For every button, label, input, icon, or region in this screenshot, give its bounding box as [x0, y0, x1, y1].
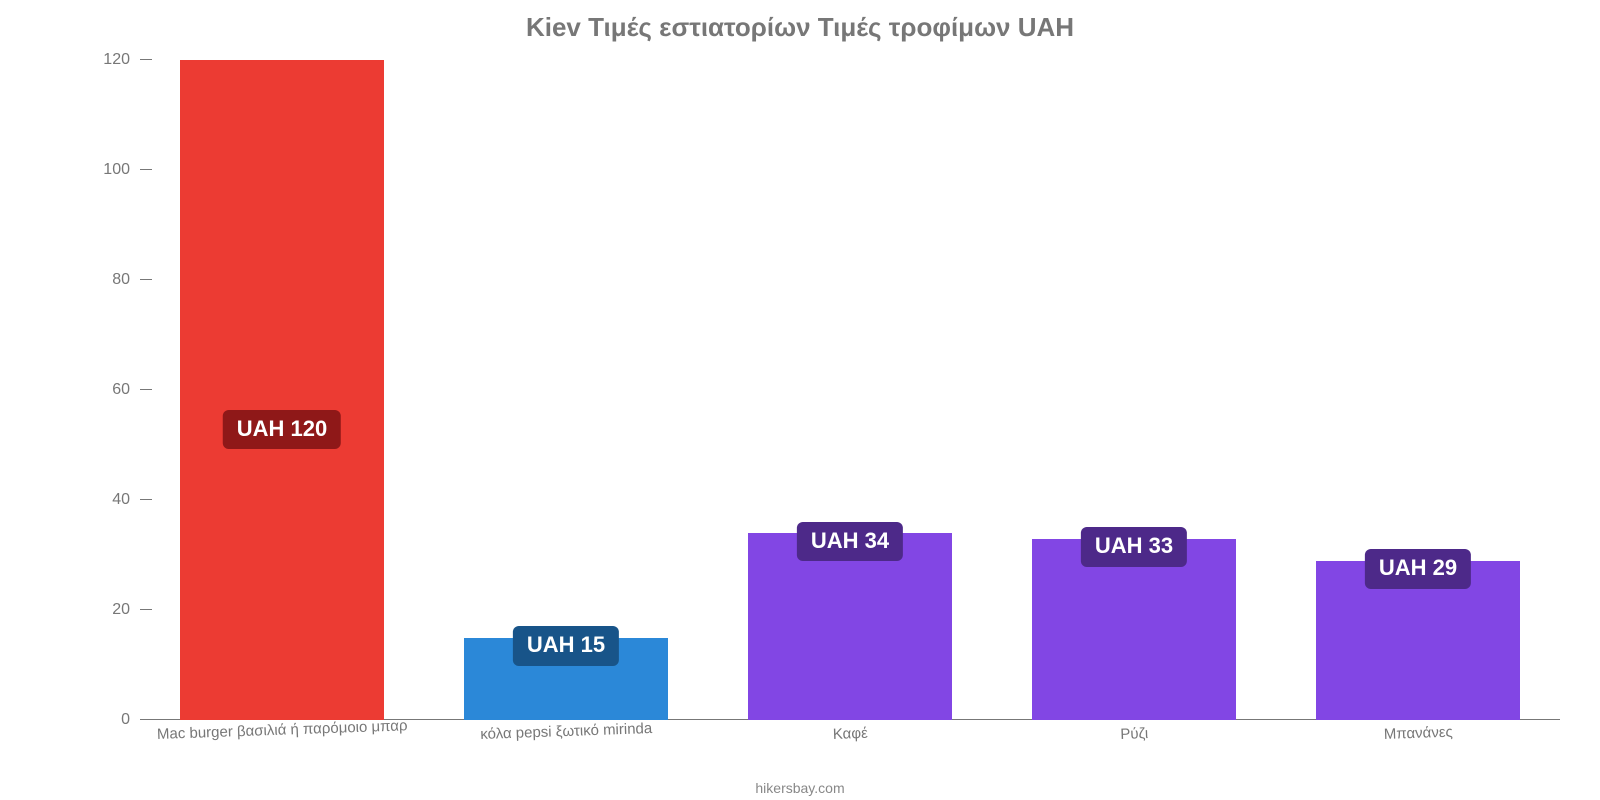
x-axis-label: Mac burger βασιλιά ή παρόμοιο μπαρ	[157, 717, 408, 743]
value-badge: UAH 29	[1365, 549, 1471, 588]
chart-container: Kiev Τιμές εστιατορίων Τιμές τροφίμων UA…	[0, 0, 1600, 800]
bar	[748, 533, 952, 720]
y-tick-label: 120	[103, 51, 130, 69]
value-badge: UAH 33	[1081, 527, 1187, 566]
bar-slot: UAH 120Mac burger βασιλιά ή παρόμοιο μπα…	[140, 60, 424, 720]
bar-slot: UAH 29Μπανάνες	[1276, 60, 1560, 720]
chart-title: Kiev Τιμές εστιατορίων Τιμές τροφίμων UA…	[0, 12, 1600, 43]
x-axis-label: Ρύζι	[1120, 725, 1148, 743]
y-tick-label: 100	[103, 161, 130, 179]
bar-slot: UAH 15κόλα pepsi ξωτικό mirinda	[424, 60, 708, 720]
y-tick-label: 20	[112, 601, 130, 619]
y-tick-label: 40	[112, 491, 130, 509]
y-tick-label: 60	[112, 381, 130, 399]
source-attribution: hikersbay.com	[0, 780, 1600, 796]
y-tick-label: 80	[112, 271, 130, 289]
value-badge: UAH 15	[513, 626, 619, 665]
value-badge: UAH 120	[223, 410, 341, 449]
value-badge: UAH 34	[797, 522, 903, 561]
x-axis-label: Καφέ	[833, 725, 868, 743]
bar	[180, 60, 384, 720]
x-axis-label: Μπανάνες	[1384, 724, 1453, 743]
bar-slot: UAH 34Καφέ	[708, 60, 992, 720]
plot-area: 020406080100120UAH 120Mac burger βασιλιά…	[140, 60, 1560, 720]
y-tick-label: 0	[121, 711, 130, 729]
bar-slot: UAH 33Ρύζι	[992, 60, 1276, 720]
x-axis-label: κόλα pepsi ξωτικό mirinda	[480, 720, 652, 743]
